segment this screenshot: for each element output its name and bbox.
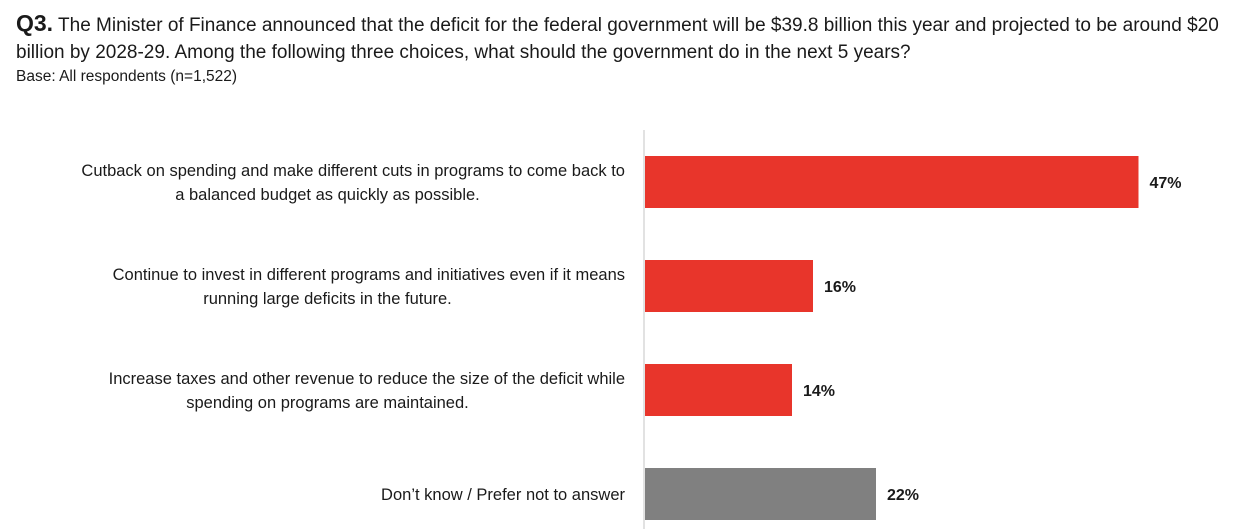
question-text: The Minister of Finance announced that t… — [16, 15, 1219, 63]
bar-1 — [645, 156, 1139, 208]
category-label-1-line-1: Cutback on spending and make different c… — [81, 162, 625, 180]
value-label-3: 14% — [803, 383, 835, 400]
category-label-4-line-1: Don’t know / Prefer not to answer — [381, 486, 625, 504]
category-label-2-line-2: running large deficits in the future. — [203, 290, 452, 308]
question-text-block: Q3. The Minister of Finance announced th… — [16, 10, 1236, 66]
bar-4 — [645, 468, 876, 520]
category-label-2-line-1: Continue to invest in different programs… — [113, 266, 625, 284]
category-label-1-line-2: a balanced budget as quickly as possible… — [175, 186, 480, 204]
value-label-4: 22% — [887, 487, 919, 504]
bar-2 — [645, 260, 813, 312]
base-note: Base: All respondents (n=1,522) — [16, 68, 238, 85]
category-label-3-line-2: spending on programs are maintained. — [186, 394, 469, 412]
value-label-1: 47% — [1150, 175, 1182, 192]
bar-3 — [645, 364, 792, 416]
question-number: Q3. — [16, 10, 54, 36]
category-label-3-line-1: Increase taxes and other revenue to redu… — [109, 370, 625, 388]
question-header: Q3. The Minister of Finance announced th… — [16, 10, 1236, 87]
value-label-2: 16% — [824, 279, 856, 296]
